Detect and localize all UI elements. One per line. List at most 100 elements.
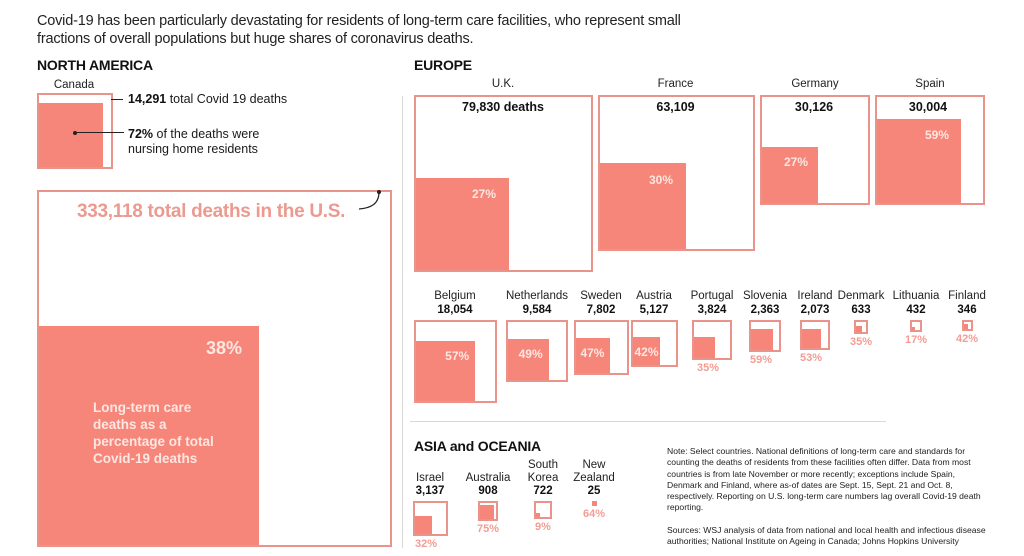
pct-label-new-zealand: 64% — [582, 508, 606, 520]
canada-share-fill — [39, 103, 103, 167]
country-name-israel: Israel — [415, 472, 445, 484]
total-label-new-zealand: 25 — [587, 485, 601, 497]
total-box-ireland — [800, 320, 830, 350]
country-name-netherlands: Netherlands — [505, 290, 568, 302]
footnote: Note: Select countries. National definit… — [667, 446, 981, 513]
total-box-new-zealand — [591, 501, 597, 506]
total-box-sweden — [573, 320, 629, 375]
pct-label-netherlands: 49% — [518, 347, 543, 362]
region-divider-vertical — [402, 96, 403, 548]
uk-pct-label: 27% — [472, 187, 497, 201]
intro-text: Covid-19 has been particularly devastati… — [37, 13, 681, 47]
country-name-portugal: Portugal — [690, 290, 734, 302]
total-label-sweden: 7,802 — [586, 304, 616, 316]
sources: Sources: WSJ analysis of data from natio… — [667, 525, 986, 547]
spain-total-label: 30,004 — [908, 100, 948, 114]
pct-label-sweden: 47% — [580, 346, 605, 361]
total-box-denmark — [854, 320, 868, 334]
share-fill-portugal — [694, 336, 716, 358]
country-name-south-korea: South Korea — [527, 459, 559, 484]
total-box-portugal — [692, 320, 732, 360]
country-name-france: France — [657, 78, 694, 90]
total-label-israel: 3,137 — [415, 485, 445, 497]
total-label-austria: 5,127 — [639, 304, 669, 316]
canada-total-label: 14,291 total Covid 19 deaths — [128, 92, 287, 106]
canada-pct-leader — [76, 132, 124, 133]
pct-label-israel: 32% — [414, 538, 438, 550]
share-fill-australia — [480, 505, 494, 519]
country-name-denmark: Denmark — [837, 290, 885, 302]
us-share-fill — [39, 326, 259, 545]
share-fill-sweden — [575, 338, 611, 373]
france-share-fill — [600, 163, 686, 249]
section-europe: EUROPE — [414, 57, 472, 73]
country-name-austria: Austria — [636, 290, 672, 302]
total-label-portugal: 3,824 — [697, 304, 727, 316]
pct-label-austria: 42% — [634, 345, 659, 360]
share-fill-finland — [963, 324, 969, 329]
country-name-slovenia: Slovenia — [742, 290, 788, 302]
country-name-belgium: Belgium — [434, 290, 476, 302]
total-box-australia — [478, 501, 498, 521]
us-total-label: 333,118 total deaths in the U.S. — [77, 201, 346, 222]
country-name-germany: Germany — [791, 78, 839, 90]
total-box-slovenia — [749, 320, 781, 352]
pct-label-finland: 42% — [955, 333, 979, 345]
share-fill-new-zealand — [591, 501, 597, 506]
section-north-america: NORTH AMERICA — [37, 57, 153, 73]
country-name-uk: U.K. — [491, 78, 515, 90]
germany-total-box — [760, 95, 870, 205]
country-name-australia: Australia — [465, 472, 511, 484]
pct-label-ireland: 53% — [799, 352, 823, 364]
country-name-canada: Canada — [53, 79, 95, 91]
spain-share-fill — [877, 119, 961, 203]
section-asia-oceania: ASIA and OCEANIA — [414, 438, 541, 454]
share-fill-south-korea — [536, 512, 541, 517]
canada-total-box — [37, 93, 113, 169]
share-fill-denmark — [856, 326, 862, 332]
share-fill-slovenia — [751, 328, 773, 350]
country-name-spain: Spain — [915, 78, 945, 90]
total-label-denmark: 633 — [851, 304, 871, 316]
total-label-netherlands: 9,584 — [522, 304, 552, 316]
pct-label-slovenia: 59% — [749, 354, 773, 366]
pct-label-south-korea: 9% — [535, 521, 551, 533]
canada-pct-value: 72% — [128, 127, 154, 141]
total-box-austria — [630, 320, 678, 367]
canada-pct-text-2: nursing home residents — [128, 142, 258, 156]
total-label-lithuania: 432 — [906, 304, 926, 316]
country-name-new-zealand: New Zealand — [573, 459, 615, 484]
pct-label-portugal: 35% — [696, 362, 720, 374]
uk-total-label: 79,830 deaths — [462, 100, 544, 114]
us-total-box — [37, 190, 392, 547]
pct-label-lithuania: 17% — [904, 334, 928, 346]
total-label-ireland: 2,073 — [800, 304, 830, 316]
pct-label-australia: 75% — [476, 523, 500, 535]
country-name-sweden: Sweden — [580, 290, 622, 302]
germany-total-label: 30,126 — [794, 100, 834, 114]
france-total-label: 63,109 — [656, 100, 695, 114]
us-legend-label: Long-term care deaths as a percentage of… — [93, 400, 214, 466]
share-fill-israel — [414, 516, 433, 534]
germany-share-fill — [762, 147, 818, 203]
pct-label-denmark: 35% — [849, 336, 873, 348]
total-box-lithuania — [910, 320, 922, 332]
pct-label-belgium: 57% — [445, 349, 470, 364]
canada-total-text: total Covid 19 deaths — [166, 92, 288, 106]
us-total-leader — [358, 190, 381, 210]
share-fill-ireland — [802, 329, 821, 348]
canada-total-leader — [111, 99, 123, 100]
uk-share-fill — [416, 178, 509, 270]
germany-pct-label: 27% — [784, 155, 809, 169]
total-box-netherlands — [506, 320, 568, 382]
region-divider-horizontal — [410, 421, 886, 422]
us-pct-label: 38% — [206, 338, 243, 358]
share-fill-belgium — [415, 341, 476, 401]
total-box-finland — [961, 320, 973, 331]
canada-total-value: 14,291 — [128, 92, 167, 106]
spain-total-box — [875, 95, 985, 205]
total-label-finland: 346 — [957, 304, 977, 316]
uk-total-box — [414, 95, 593, 272]
country-name-ireland: Ireland — [797, 290, 833, 302]
canada-pct-label: 72% of the deaths were nursing home resi… — [128, 127, 259, 157]
